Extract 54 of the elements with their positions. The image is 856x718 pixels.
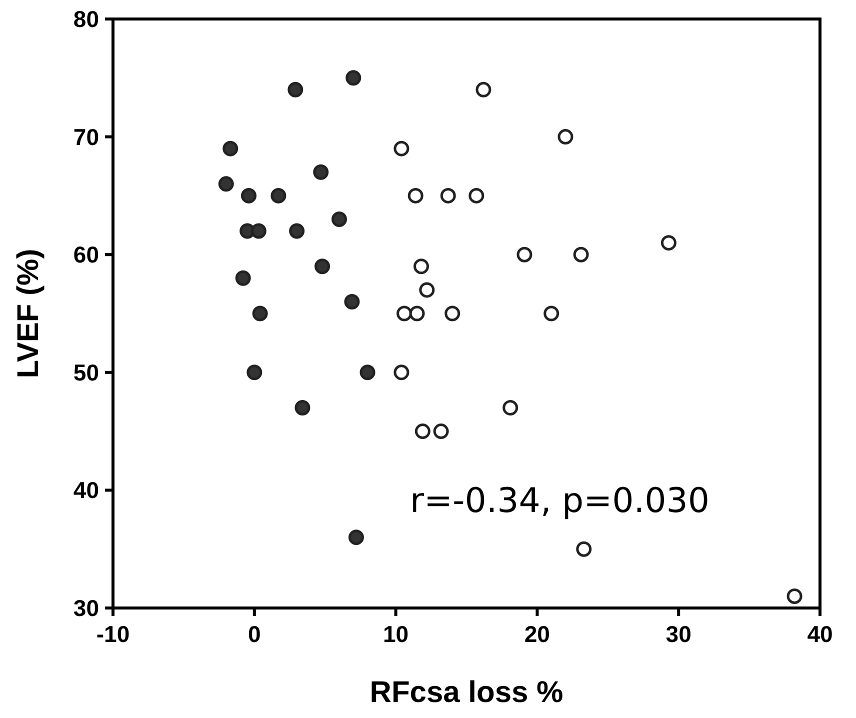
point bbox=[346, 70, 362, 86]
point bbox=[419, 282, 435, 298]
y-tick-label: 40 bbox=[73, 477, 99, 504]
point bbox=[235, 270, 251, 286]
point bbox=[252, 306, 268, 322]
x-tick-label: -10 bbox=[96, 621, 130, 647]
point bbox=[394, 140, 410, 156]
y-tick-label: 80 bbox=[73, 6, 99, 32]
point bbox=[414, 258, 429, 274]
point bbox=[433, 424, 449, 440]
point bbox=[348, 530, 364, 546]
point bbox=[250, 223, 266, 239]
point bbox=[289, 223, 305, 239]
point bbox=[558, 129, 574, 145]
point bbox=[660, 235, 676, 251]
y-tick-label: 60 bbox=[73, 242, 99, 268]
point bbox=[218, 176, 234, 192]
point bbox=[396, 306, 412, 322]
point bbox=[408, 188, 424, 204]
point bbox=[476, 82, 492, 98]
x-tick-label: 10 bbox=[383, 621, 409, 647]
point bbox=[786, 588, 802, 604]
point bbox=[576, 541, 592, 557]
point bbox=[344, 294, 360, 310]
point bbox=[516, 246, 532, 262]
point bbox=[544, 306, 560, 322]
point bbox=[440, 188, 456, 204]
point bbox=[394, 364, 410, 380]
point bbox=[573, 246, 589, 262]
point bbox=[240, 188, 256, 204]
y-tick-label: 50 bbox=[73, 359, 99, 386]
point bbox=[502, 400, 518, 416]
y-tick-label: 70 bbox=[73, 124, 99, 150]
point bbox=[331, 212, 347, 227]
annotation: r=-0.34, p=0.030 bbox=[410, 481, 710, 521]
x-tick-label: 40 bbox=[807, 621, 833, 647]
point bbox=[444, 306, 460, 322]
x-tick-label: 0 bbox=[248, 621, 261, 647]
point bbox=[468, 188, 484, 204]
y-tick-label: 30 bbox=[73, 595, 99, 621]
point bbox=[270, 188, 286, 204]
point bbox=[314, 258, 330, 274]
x-tick-label: 30 bbox=[666, 621, 692, 647]
point bbox=[288, 82, 304, 98]
point bbox=[360, 364, 376, 380]
point bbox=[222, 140, 238, 156]
point bbox=[246, 364, 262, 380]
point bbox=[294, 400, 310, 416]
point bbox=[414, 424, 430, 440]
point bbox=[409, 306, 425, 322]
x-tick-label: 20 bbox=[524, 621, 550, 647]
x-axis-title: RFcsa loss % bbox=[370, 676, 564, 709]
point bbox=[313, 164, 329, 180]
y-axis-title: LVEF (%) bbox=[12, 248, 45, 378]
